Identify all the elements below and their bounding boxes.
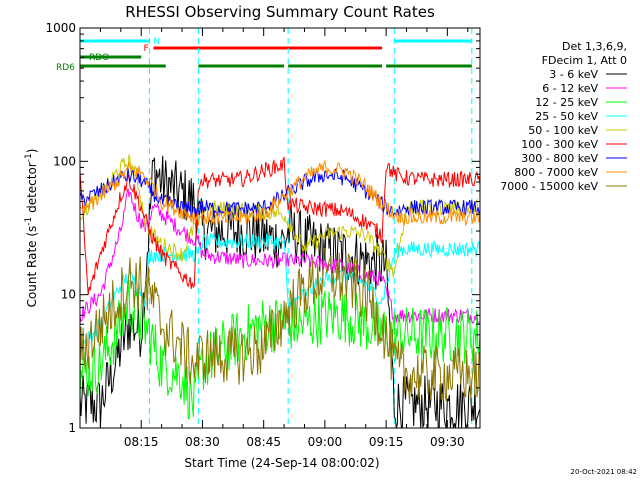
legend-entry: 100 - 300 keV [521, 138, 598, 151]
x-tick-label: 09:30 [430, 435, 465, 449]
x-axis: 08:15 08:30 08:45 09:00 09:15 09:30 [79, 28, 469, 449]
chart-title: RHESSI Observing Summary Count Rates [125, 3, 435, 21]
legend-entry: 50 - 100 keV [528, 124, 598, 137]
y-tick-label: 1000 [45, 21, 76, 35]
series-line [79, 160, 481, 227]
x-tick-label: 08:15 [124, 435, 159, 449]
legend-entry: 25 - 50 keV [535, 110, 598, 123]
legend-entry: 7000 - 15000 keV [500, 180, 598, 193]
series-line [79, 155, 481, 429]
flag-bars: NF RDO RD6 [56, 37, 472, 73]
x-tick-label: 09:15 [369, 435, 404, 449]
series-line [79, 247, 481, 405]
y-axis-label: Count Rate (s-1 detector-1) [24, 149, 39, 308]
flag-label: RDO [89, 53, 109, 63]
series-line [79, 279, 481, 420]
y-tick-label: 100 [53, 154, 76, 168]
x-axis-label: Start Time (24-Sep-14 08:00:02) [184, 456, 379, 470]
x-tick-label: 08:30 [185, 435, 220, 449]
flag-label: N [153, 37, 160, 47]
x-tick-label: 08:45 [246, 435, 281, 449]
x-tick-label: 09:00 [308, 435, 343, 449]
flag-label: RD6 [56, 63, 75, 73]
legend-entry: 12 - 25 keV [535, 96, 598, 109]
y-axis: 1 10 100 1000 [45, 21, 480, 435]
legend-header-2: FDecim 1, Att 0 [542, 54, 627, 67]
plot-frame [79, 27, 481, 429]
legend-entry: 3 - 6 keV [549, 68, 598, 81]
series-line [79, 156, 481, 295]
series-group [79, 154, 481, 429]
footer-date: 20-Oct-2021 08:42 [571, 468, 637, 476]
y-tick-label: 1 [68, 421, 76, 435]
y-tick-label: 10 [61, 288, 76, 302]
legend-entry: 800 - 7000 keV [514, 166, 598, 179]
flag-label: F [143, 44, 148, 54]
legend-entry: 6 - 12 keV [542, 82, 598, 95]
legend-entry: 300 - 800 keV [521, 152, 598, 165]
legend-header-1: Det 1,3,6,9, [562, 40, 627, 53]
series-line [79, 188, 481, 325]
